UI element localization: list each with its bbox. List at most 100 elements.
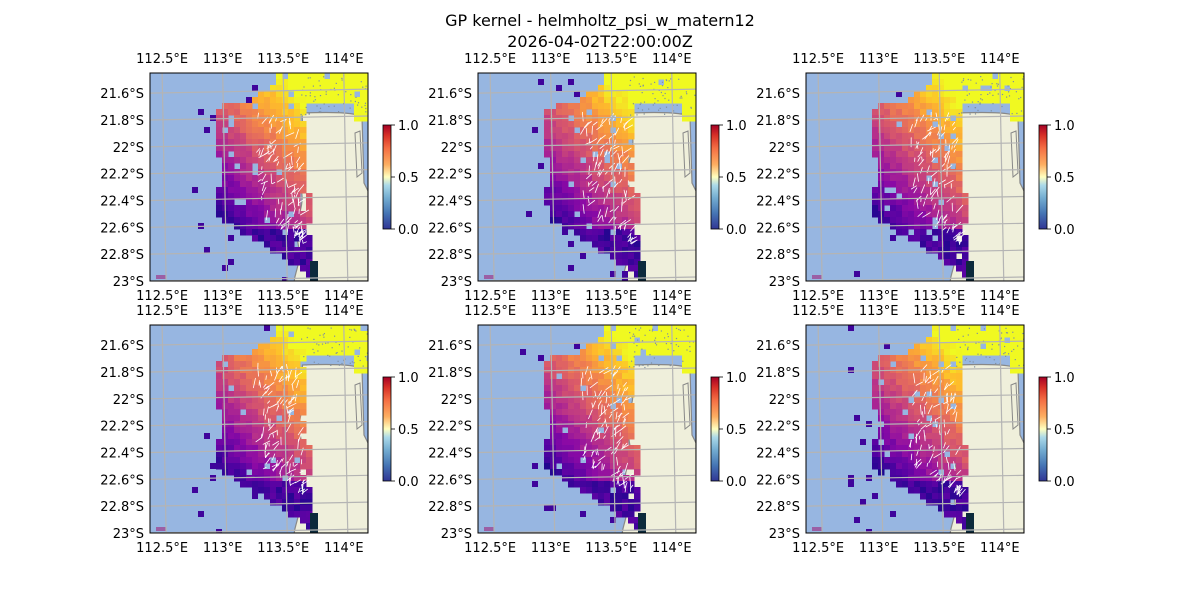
quiver-arrow — [917, 419, 920, 423]
field-cell — [932, 193, 939, 200]
field-cell — [908, 355, 915, 362]
field-cell — [234, 175, 241, 182]
field-cell — [586, 397, 593, 404]
quiver-arrow — [937, 130, 940, 136]
field-cell — [288, 139, 295, 146]
field-cell — [664, 79, 671, 86]
map-panel: 112.5°E112.5°E113°E113°E113.5°E113.5°E11… — [100, 304, 418, 556]
quiver-dot — [354, 329, 356, 331]
field-cell — [336, 97, 343, 104]
field-cell — [616, 199, 623, 206]
field-cell — [574, 145, 581, 152]
field-cell — [216, 385, 223, 392]
quiver-arrow — [598, 400, 602, 406]
field-cell — [252, 127, 259, 134]
field-cell — [276, 469, 283, 476]
quiver-dot — [654, 98, 656, 100]
field-cell — [556, 433, 563, 440]
field-cell — [920, 181, 927, 188]
quiver-arrow — [955, 446, 961, 455]
field-cell — [270, 187, 277, 194]
field-cell — [300, 139, 307, 146]
field-cell — [956, 193, 963, 200]
quiver-arrow — [934, 388, 939, 393]
field-cell — [682, 73, 689, 80]
quiver-arrow — [297, 438, 299, 449]
quiver-dot — [667, 333, 669, 335]
field-cell — [568, 103, 575, 110]
map-area — [806, 73, 1024, 281]
field-cell — [580, 103, 587, 110]
field-cell — [586, 385, 593, 392]
field-cell — [640, 343, 647, 350]
field-cell — [288, 355, 295, 362]
quiver-dot — [967, 348, 969, 350]
field-cell — [622, 433, 629, 440]
quiver-arrow — [289, 468, 297, 472]
field-cell — [962, 349, 969, 356]
quiver-dot — [629, 332, 631, 334]
quiver-arrow — [608, 413, 613, 419]
field-cell — [544, 403, 551, 410]
field-cell — [586, 433, 593, 440]
field-cell — [920, 427, 927, 434]
field-cell — [234, 379, 241, 386]
field-cell — [938, 493, 945, 500]
field-cell — [682, 331, 689, 338]
field-cell — [658, 325, 665, 332]
quiver-arrow — [929, 370, 932, 380]
field-cell — [998, 97, 1005, 104]
field-cell — [354, 109, 361, 116]
quiver-dot — [633, 366, 635, 368]
field-cell — [276, 199, 283, 206]
field-cell — [252, 109, 259, 116]
field-cell — [908, 463, 915, 470]
field-cell — [872, 397, 879, 404]
quiver-dot — [643, 113, 645, 115]
lat-tick: 21.6°S — [428, 87, 472, 102]
quiver-arrows — [253, 362, 310, 495]
field-cell — [264, 223, 271, 230]
field-cell — [240, 205, 247, 212]
field-cell — [574, 187, 581, 194]
quiver-arrow — [908, 439, 912, 447]
field-cell — [580, 187, 587, 194]
field-cell — [652, 97, 659, 104]
field-cell — [932, 427, 939, 434]
field-cell — [574, 157, 581, 164]
field-cell — [682, 109, 689, 116]
quiver-dot — [351, 361, 353, 363]
field-cell — [282, 349, 289, 356]
field-cell — [986, 331, 993, 338]
field-cell — [628, 475, 635, 482]
field-cell — [622, 373, 629, 380]
field-cell — [306, 259, 313, 266]
field-cell — [300, 457, 307, 464]
field-cell — [294, 499, 301, 506]
field-cell — [950, 349, 957, 356]
field-cell — [580, 487, 587, 494]
field-cell — [294, 181, 301, 188]
lat-tick: 21.8°S — [756, 114, 800, 129]
colorbar-tick-label: 0.5 — [1054, 171, 1075, 186]
field-cell — [580, 415, 587, 422]
quiver-arrow — [624, 219, 631, 224]
lon-tick-bottom: 113.5°E — [585, 541, 637, 556]
gridlines — [150, 73, 368, 281]
quiver-arrow — [594, 461, 601, 469]
field-cell — [228, 409, 235, 416]
field-cell — [264, 169, 271, 176]
gridline-lon — [671, 73, 677, 281]
field-cell — [270, 247, 277, 254]
field-cell — [920, 223, 927, 230]
field-cell — [932, 331, 939, 338]
field-cell — [228, 103, 235, 110]
field-cell — [688, 355, 695, 362]
quiver-dot — [633, 76, 635, 78]
field-cell — [962, 91, 969, 98]
field-cell — [234, 457, 241, 464]
field-cell — [938, 391, 945, 398]
quiver-arrow — [623, 404, 626, 411]
field-cell — [956, 265, 963, 272]
field-cell — [872, 493, 878, 499]
